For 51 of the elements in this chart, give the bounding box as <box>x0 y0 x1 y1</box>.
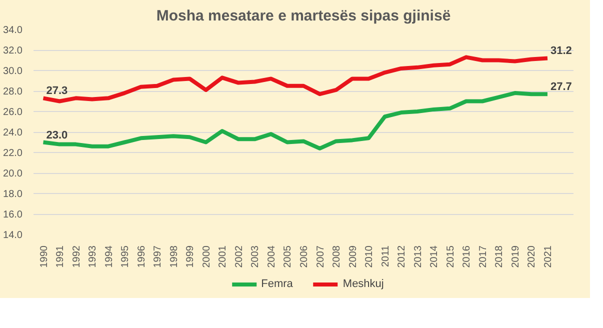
x-tick-label: 2009 <box>348 245 359 268</box>
x-tick-label: 1997 <box>152 245 164 268</box>
y-tick-label: 30.0 <box>3 66 23 77</box>
x-tick-label: 2018 <box>494 245 506 268</box>
data-label: 31.2 <box>550 45 572 58</box>
y-tick-label: 22.0 <box>3 148 23 159</box>
data-label: 27.7 <box>550 81 572 94</box>
x-tick-label: 2001 <box>218 245 229 268</box>
y-tick-label: 14.0 <box>3 230 23 241</box>
x-tick-label: 2012 <box>396 245 408 268</box>
line-series <box>41 55 550 104</box>
chart-title: Mosha mesatare e martesës sipas gjinisë <box>156 8 451 24</box>
legend-label: Femra <box>261 278 293 290</box>
y-tick-label: 18.0 <box>3 189 23 200</box>
x-tick-label: 2019 <box>510 245 522 268</box>
x-tick-label: 2014 <box>429 245 440 268</box>
x-tick-label: 1993 <box>88 245 99 268</box>
x-tick-label: 2006 <box>299 245 310 268</box>
x-tick-label: 2004 <box>266 245 278 268</box>
x-tick-label: 2011 <box>380 245 392 268</box>
x-tick-label: 1999 <box>185 245 196 268</box>
data-label: 23.0 <box>46 129 68 142</box>
y-tick-label: 20.0 <box>3 168 23 180</box>
legend-label: Meshkuj <box>342 278 384 290</box>
x-tick-label: 2017 <box>478 245 489 268</box>
y-tick-label: 24.0 <box>3 128 23 138</box>
x-tick-label: 1991 <box>55 245 66 268</box>
x-tick-label: 2002 <box>234 245 245 268</box>
x-tick-label: 2021 <box>542 245 554 268</box>
x-tick-label: 1990 <box>38 245 50 268</box>
y-tick-label: 16.0 <box>3 210 23 220</box>
x-tick-label: 2000 <box>201 245 212 268</box>
y-tick-label: 32.0 <box>3 46 23 56</box>
x-tick-label: 2005 <box>282 245 294 268</box>
x-tick-label: 2013 <box>412 245 424 268</box>
x-tick-label: 2007 <box>315 245 326 268</box>
x-tick-label: 1996 <box>136 245 148 268</box>
x-tick-label: 2020 <box>526 245 538 268</box>
data-label: 27.3 <box>46 85 68 98</box>
x-tick-label: 2015 <box>445 245 456 268</box>
x-tick-label: 2016 <box>462 245 473 268</box>
x-tick-label: 2010 <box>364 245 376 268</box>
x-tick-label: 1994 <box>104 245 115 268</box>
x-tick-label: 2008 <box>332 245 343 268</box>
y-tick-label: 28.0 <box>3 86 23 98</box>
x-tick-label: 1992 <box>71 245 82 268</box>
y-tick-label: 26.0 <box>3 107 23 118</box>
x-tick-label: 2003 <box>250 245 262 268</box>
y-tick-label: 34.0 <box>3 25 23 36</box>
x-tick-label: 1998 <box>168 245 180 268</box>
x-tick-label: 1995 <box>120 245 132 268</box>
